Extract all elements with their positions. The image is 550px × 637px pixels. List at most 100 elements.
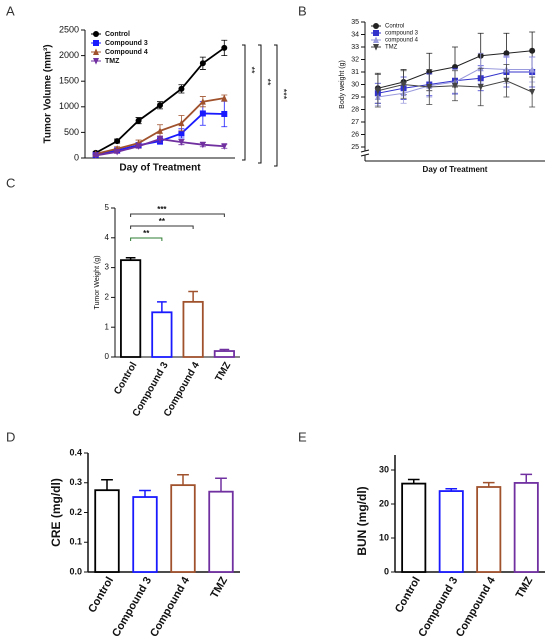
- marker: [135, 117, 142, 124]
- marker: [477, 84, 484, 91]
- x-tick-label: Compound 4: [454, 574, 498, 637]
- y-tick-label: 2000: [59, 50, 79, 60]
- y-tick-label: 31: [351, 69, 359, 76]
- x-tick-label: TMZ: [213, 360, 233, 383]
- panel-letter: E: [298, 429, 307, 444]
- error-bar: [520, 473, 533, 483]
- y-tick-label: 4: [105, 233, 110, 242]
- error-bar: [188, 290, 198, 302]
- y-axis-label: BUN (mg/dl): [355, 486, 369, 555]
- marker: [135, 143, 142, 150]
- bar: [170, 484, 196, 573]
- marker: [452, 82, 458, 90]
- y-tick-label: 0: [384, 566, 389, 576]
- marker: [157, 127, 163, 134]
- sig-label: ***: [157, 205, 167, 214]
- sig-label: **: [159, 217, 166, 226]
- panel-letter: D: [6, 429, 15, 444]
- marker: [92, 152, 99, 160]
- x-axis-label: Day of Treatment: [423, 165, 488, 174]
- sig-label: **: [143, 229, 150, 238]
- error-bar: [445, 487, 458, 492]
- axis-break: [360, 149, 370, 153]
- marker: [199, 98, 206, 105]
- marker: [529, 89, 536, 96]
- x-tick-label: Compound 3: [416, 575, 460, 637]
- marker: [178, 139, 185, 146]
- marker: [221, 110, 228, 117]
- marker: [114, 148, 121, 156]
- y-tick-label: 29: [351, 94, 359, 101]
- sig-label: **: [247, 66, 257, 74]
- error-bar: [139, 489, 151, 498]
- y-tick-label: 0.0: [69, 566, 82, 576]
- axis-break: [360, 153, 370, 157]
- marker: [178, 119, 185, 127]
- y-tick-label: 0: [105, 352, 110, 361]
- marker: [199, 60, 206, 67]
- error-bar: [219, 348, 230, 352]
- x-tick-label: Compound 3: [110, 575, 154, 637]
- error-bar: [215, 477, 227, 492]
- y-axis-label: CRE (mg/dl): [49, 478, 63, 547]
- y-tick-label: 30: [379, 464, 389, 474]
- legend-label: TMZ: [385, 45, 398, 51]
- bar: [476, 486, 502, 573]
- x-tick-label: TMZ: [208, 575, 230, 601]
- panel-letter: C: [6, 175, 15, 190]
- y-tick-label: 5: [105, 203, 110, 212]
- marker: [503, 50, 510, 57]
- y-axis-label: Body weight (g): [339, 60, 346, 109]
- y-tick-label: 30: [351, 81, 359, 88]
- error-bar: [482, 481, 495, 487]
- bar: [401, 482, 427, 573]
- marker: [426, 84, 433, 91]
- marker: [221, 143, 228, 150]
- y-tick-label: 34: [351, 31, 359, 38]
- sig-label: **: [263, 78, 273, 86]
- y-tick-label: 0.2: [69, 507, 82, 517]
- error-bar: [177, 473, 189, 486]
- marker: [529, 65, 536, 73]
- legend-marker: [373, 23, 379, 29]
- legend-label: Compound 4: [105, 49, 148, 56]
- x-tick-label: Control: [393, 575, 423, 615]
- panel-letter: B: [298, 3, 307, 18]
- y-tick-label: 1000: [59, 101, 79, 111]
- legend-marker: [93, 48, 99, 55]
- marker: [503, 77, 510, 85]
- y-tick-label: 25: [351, 144, 359, 151]
- y-tick-label: 2: [105, 293, 110, 302]
- sig-bracket: [130, 225, 194, 229]
- x-axis-label: Day of Treatment: [119, 163, 201, 174]
- marker: [529, 47, 536, 54]
- marker: [157, 136, 163, 143]
- bar: [213, 350, 235, 358]
- legend-marker: [93, 31, 99, 37]
- sig-bracket: [258, 44, 262, 164]
- legend-marker: [373, 44, 379, 51]
- y-tick-label: 2500: [59, 24, 79, 34]
- legend-marker: [373, 36, 379, 43]
- marker: [221, 44, 228, 51]
- y-tick-label: 20: [379, 498, 389, 508]
- marker: [374, 87, 381, 95]
- marker: [178, 85, 185, 92]
- y-tick-label: 0.1: [69, 537, 82, 547]
- y-tick-label: 0.3: [69, 477, 82, 487]
- marker: [221, 94, 228, 102]
- marker: [199, 110, 206, 117]
- y-axis-label: Tumor Volume (mm³): [43, 44, 54, 143]
- y-axis-label: Tumor Weight (g): [94, 255, 101, 309]
- y-tick-label: 33: [351, 44, 359, 51]
- marker: [400, 81, 407, 89]
- legend-marker: [93, 40, 99, 46]
- error-bar: [125, 257, 136, 261]
- legend-marker: [373, 30, 379, 36]
- y-tick-label: 26: [351, 131, 359, 138]
- legend-label: Compound 3: [105, 40, 148, 47]
- x-tick-label: TMZ: [514, 575, 536, 601]
- y-tick-label: 3: [105, 263, 110, 272]
- axis-break: [361, 151, 369, 155]
- y-tick-label: 1: [105, 322, 110, 331]
